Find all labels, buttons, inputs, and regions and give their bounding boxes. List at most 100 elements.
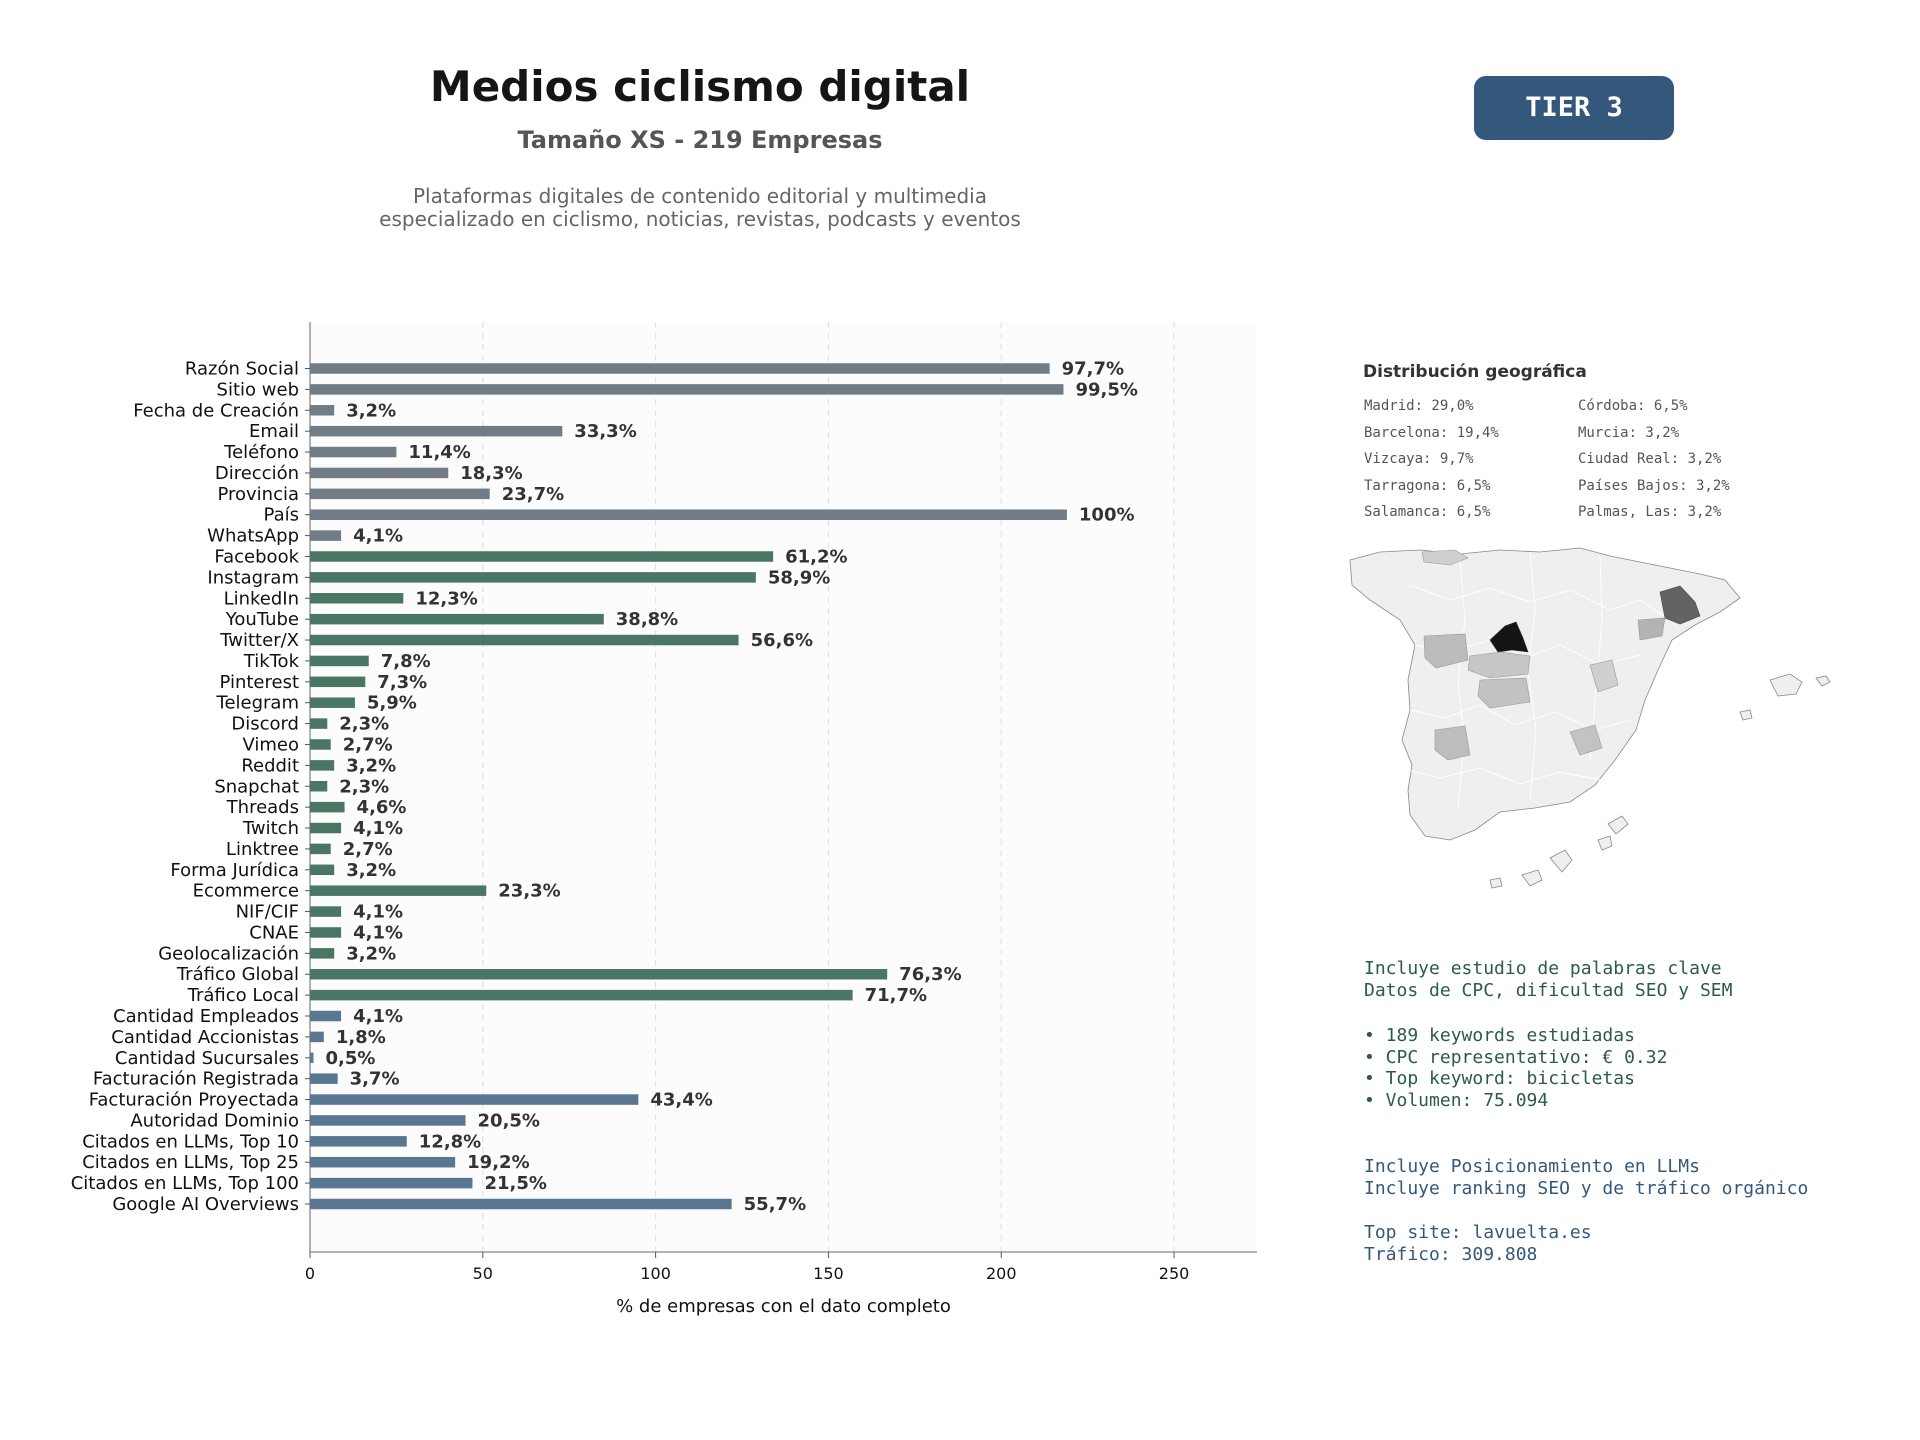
category-label: Citados en LLMs, Top 100 — [71, 1173, 299, 1194]
map-region-tarragona — [1637, 617, 1666, 641]
category-label: Forma Jurídica — [170, 860, 299, 881]
data-label: 4,1% — [353, 922, 403, 943]
data-label: 2,3% — [339, 714, 389, 735]
data-label: 38,8% — [616, 609, 678, 630]
description: Plataformas digitales de contenido edito… — [300, 185, 1100, 231]
description-line-2: especializado en ciclismo, noticias, rev… — [379, 207, 1021, 231]
bar — [310, 551, 774, 562]
bar — [310, 1031, 324, 1043]
bar — [310, 488, 490, 500]
category-label: Instagram — [207, 567, 299, 588]
map-balearic-1 — [1769, 673, 1803, 697]
keywords-line-2: Datos de CPC, dificultad SEO y SEM — [1364, 979, 1733, 1001]
data-label: 2,7% — [343, 734, 393, 755]
map-region-ciudad-real — [1477, 677, 1531, 709]
category-label: Citados en LLMs, Top 10 — [82, 1131, 299, 1152]
category-label: Facebook — [214, 546, 299, 567]
data-label: 20,5% — [478, 1110, 540, 1131]
data-label: 12,3% — [415, 588, 477, 609]
bar — [310, 405, 335, 416]
bar — [310, 697, 355, 708]
bar — [310, 363, 1050, 374]
map-balearic-3 — [1739, 709, 1753, 721]
map-region-madrid — [1489, 621, 1529, 653]
bar — [310, 613, 604, 625]
category-label: NIF/CIF — [236, 902, 299, 923]
data-label: 2,7% — [343, 839, 393, 860]
category-label: Twitter/X — [219, 630, 299, 651]
data-label: 0,5% — [325, 1048, 375, 1069]
map-region-vizcaya — [1421, 549, 1469, 566]
data-label: 58,9% — [768, 567, 830, 588]
geo-item: Murcia: 3,2% — [1578, 424, 1680, 441]
data-label: 4,1% — [353, 1006, 403, 1027]
data-label: 11,4% — [408, 442, 470, 463]
bar — [310, 1156, 456, 1168]
page-subtitle: Tamaño XS - 219 Empresas — [517, 126, 883, 154]
data-label: 23,7% — [502, 484, 564, 505]
bar — [310, 676, 366, 688]
category-label: Reddit — [241, 755, 299, 776]
x-tick-label: 200 — [986, 1264, 1017, 1283]
category-label: Fecha de Creación — [133, 400, 299, 421]
data-label: 19,2% — [467, 1152, 529, 1173]
geo-item: Palmas, Las: 3,2% — [1578, 504, 1722, 520]
data-label: 3,2% — [346, 400, 396, 421]
bar — [310, 634, 739, 646]
bar — [310, 446, 397, 458]
llm-info: Incluye Posicionamiento en LLMs Incluye r… — [1364, 1156, 1808, 1199]
bar — [310, 384, 1064, 395]
map-region-toledo — [1467, 651, 1531, 679]
data-label: 100% — [1079, 505, 1135, 526]
data-label: 33,3% — [574, 421, 636, 442]
keywords-bullet: • Volumen: 75.094 — [1364, 1089, 1549, 1111]
category-label: Google AI Overviews — [112, 1194, 299, 1215]
top-site-info: Top site: lavuelta.es Tráfico: 309.808 — [1364, 1222, 1592, 1265]
geo-item: Barcelona: 19,4% — [1364, 424, 1499, 441]
category-label: CNAE — [249, 922, 299, 943]
bar — [310, 968, 888, 980]
bar — [310, 1010, 342, 1022]
llm-line-1: Incluye Posicionamiento en LLMs — [1364, 1156, 1700, 1177]
description-line-1: Plataformas digitales de contenido edito… — [413, 184, 987, 208]
geo-item: Países Bajos: 3,2% — [1578, 477, 1730, 494]
bar — [310, 906, 342, 917]
category-label: Tráfico Local — [187, 985, 299, 1006]
x-tick-label: 0 — [305, 1264, 315, 1283]
map-region-valencia — [1589, 659, 1619, 693]
category-label: Linktree — [226, 839, 299, 860]
map-canary-3 — [1489, 877, 1503, 889]
keywords-info: Incluye estudio de palabras clave Datos d… — [1364, 958, 1732, 1001]
bar — [310, 467, 449, 479]
x-tick-label: 50 — [473, 1264, 493, 1283]
data-label: 76,3% — [899, 964, 961, 985]
bar — [310, 948, 335, 959]
bar — [310, 1177, 473, 1189]
bar — [310, 1136, 407, 1147]
map-canary-1 — [1549, 849, 1573, 873]
data-label: 43,4% — [650, 1090, 712, 1111]
category-label: Cantidad Sucursales — [115, 1048, 299, 1069]
geo-list-right: Córdoba: 6,5% Murcia: 3,2% Ciudad Real: … — [1578, 398, 1730, 531]
map-border — [1409, 584, 1671, 621]
data-label: 99,5% — [1075, 379, 1137, 400]
category-label: País — [264, 505, 299, 526]
map-region-cordoba — [1434, 725, 1471, 761]
bar — [310, 572, 756, 583]
map-canary-4 — [1597, 835, 1613, 851]
top-site: Top site: lavuelta.es — [1364, 1222, 1592, 1243]
map-canary-2 — [1521, 869, 1543, 887]
data-label: 56,6% — [751, 630, 813, 651]
category-label: WhatsApp — [207, 526, 299, 547]
category-label: Cantidad Empleados — [113, 1006, 299, 1027]
category-label: Autoridad Dominio — [130, 1110, 299, 1131]
category-label: Discord — [231, 714, 299, 735]
category-label: Sitio web — [217, 379, 299, 400]
category-label: Vimeo — [242, 734, 299, 755]
geo-item: Salamanca: 6,5% — [1364, 504, 1491, 520]
category-label: Cantidad Accionistas — [111, 1027, 299, 1048]
data-label: 7,8% — [381, 651, 431, 672]
spain-map — [1349, 547, 1831, 889]
data-label: 4,1% — [353, 818, 403, 839]
bar — [310, 760, 335, 771]
